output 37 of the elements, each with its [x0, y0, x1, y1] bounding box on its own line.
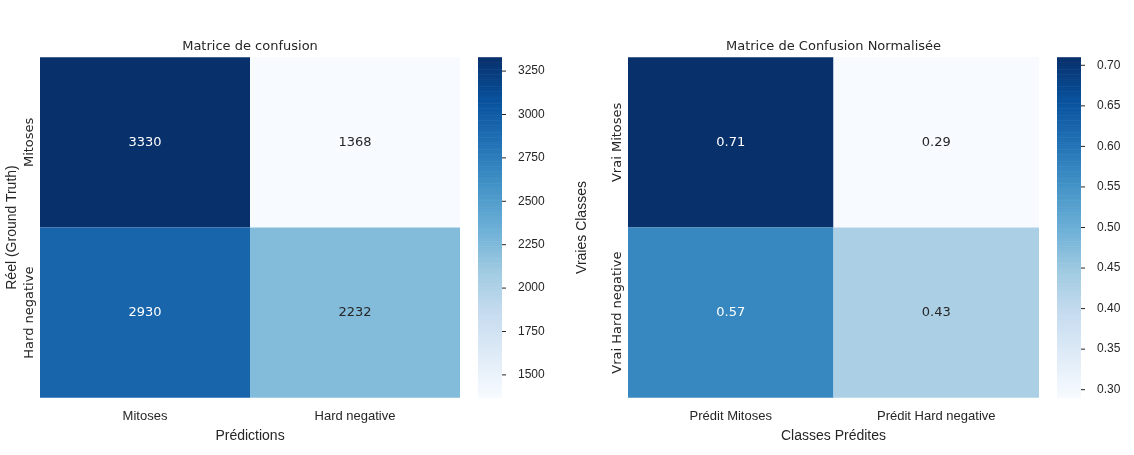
color-bar-label: 0.30: [1097, 382, 1121, 396]
x-axis-title: Prédictions: [215, 426, 285, 443]
color-bar-label: 0.55: [1097, 179, 1121, 194]
color-bar-label: 3000: [518, 106, 546, 121]
color-bar-label: 1750: [518, 323, 546, 338]
color-bar-label: 2000: [518, 280, 546, 295]
color-bar-label: 0.35: [1097, 341, 1121, 356]
color-bar-label: 3250: [518, 63, 546, 78]
color-bar-label: 2500: [518, 193, 546, 208]
color-bar-label: 0.40: [1097, 300, 1121, 315]
color-bar-label: 2750: [518, 150, 546, 165]
chart-title: Matrice de Confusion Normalisée: [725, 38, 942, 54]
x-tick-label: Prédit Mitoses: [689, 408, 773, 424]
data-label: 2930: [128, 304, 162, 320]
y-axis-title: Réel (Ground Truth): [3, 165, 20, 290]
y-tick-label: Vrai Hard negative: [608, 251, 624, 374]
data-label: 3330: [128, 133, 162, 149]
color-bar-label: 0.45: [1097, 260, 1121, 275]
y-tick-label: Vrai Mitoses: [608, 102, 624, 183]
chart-title: Matrice de confusion: [182, 38, 318, 54]
data-label: 0.57: [716, 304, 746, 320]
x-axis-title: Classes Prédites: [780, 426, 887, 443]
color-bar-label: 0.60: [1097, 138, 1121, 153]
color-bar-label: 0.70: [1097, 57, 1121, 72]
color-bar-label: 0.65: [1097, 98, 1121, 113]
x-tick-label: Hard negative: [314, 408, 396, 424]
data-label: 0.43: [921, 304, 951, 320]
color-bar-label: 1500: [518, 367, 546, 382]
y-axis-title: Vraies Classes: [573, 181, 590, 274]
data-label: 2232: [338, 304, 372, 320]
x-tick-label: Prédit Hard negative: [876, 408, 996, 424]
x-tick-label: Mitoses: [122, 408, 168, 424]
data-label: 1368: [338, 133, 372, 149]
data-label: 0.29: [921, 133, 951, 149]
data-label: 0.71: [716, 133, 746, 149]
color-bar-label: 0.50: [1097, 219, 1121, 234]
color-bar-label: 2250: [518, 237, 546, 251]
